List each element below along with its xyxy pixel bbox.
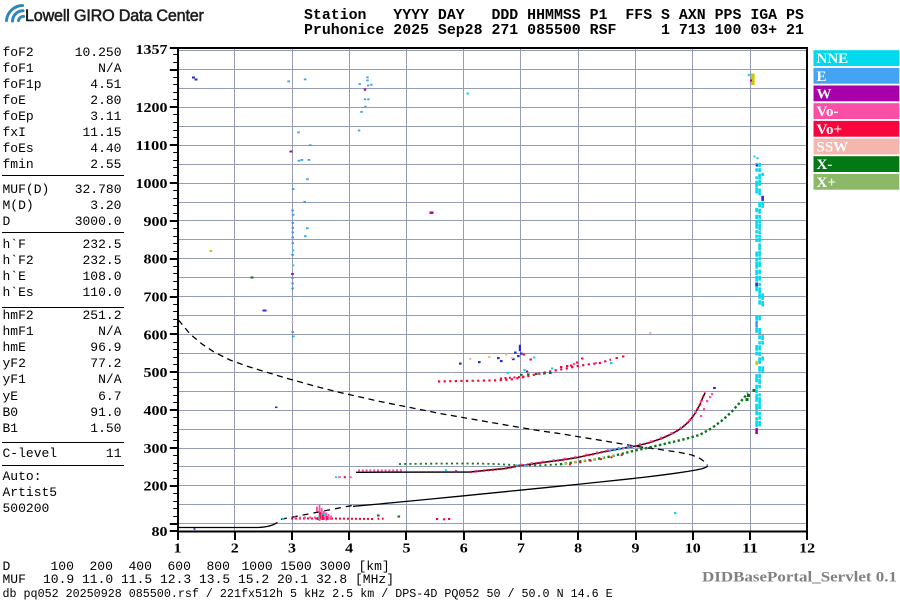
svg-text:2: 2 (231, 542, 239, 557)
svg-text:10: 10 (685, 542, 701, 557)
svg-text:700: 700 (144, 290, 168, 305)
svg-text:1100: 1100 (136, 139, 168, 154)
svg-text:X-: X- (817, 157, 833, 173)
svg-text:1357: 1357 (136, 43, 168, 58)
svg-text:11: 11 (742, 542, 758, 557)
svg-text:1: 1 (174, 542, 182, 557)
svg-text:DIDBasePortal_Servlet 0.1: DIDBasePortal_Servlet 0.1 (702, 570, 897, 586)
svg-text:600: 600 (144, 328, 168, 343)
svg-text:900: 900 (144, 215, 168, 230)
svg-text:1200: 1200 (136, 101, 168, 116)
svg-text:1000: 1000 (136, 177, 168, 192)
svg-text:9: 9 (632, 542, 640, 557)
svg-text:12: 12 (799, 542, 815, 557)
svg-text:E: E (817, 69, 827, 85)
svg-text:500: 500 (144, 366, 168, 381)
svg-text:80: 80 (152, 525, 168, 540)
svg-text:8: 8 (574, 542, 582, 557)
svg-text:7: 7 (517, 542, 525, 557)
svg-text:3: 3 (288, 542, 296, 557)
svg-text:SSW: SSW (817, 140, 849, 156)
svg-text:4: 4 (345, 542, 353, 557)
svg-text:400: 400 (144, 404, 168, 419)
svg-text:W: W (817, 86, 832, 102)
svg-text:200: 200 (144, 480, 168, 495)
svg-text:NNE: NNE (817, 51, 849, 67)
svg-text:6: 6 (460, 542, 468, 557)
svg-text:800: 800 (144, 253, 168, 268)
svg-text:5: 5 (403, 542, 411, 557)
svg-text:Vo+: Vo+ (817, 122, 843, 138)
svg-text:X+: X+ (817, 175, 836, 191)
svg-text:Vo-: Vo- (817, 104, 839, 120)
svg-text:300: 300 (144, 442, 168, 457)
